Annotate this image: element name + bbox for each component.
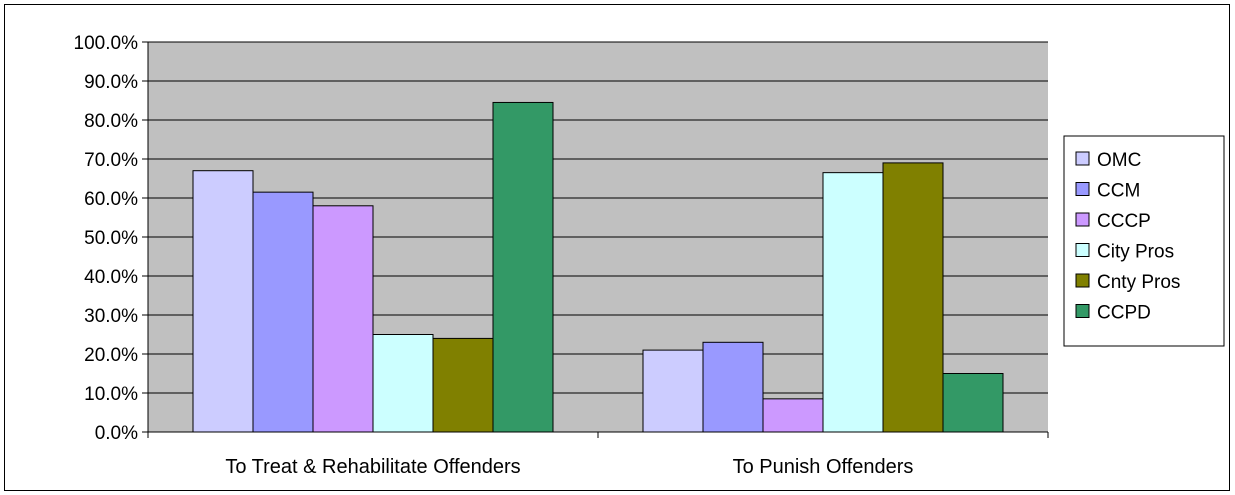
y-tick-label: 90.0% xyxy=(84,72,138,93)
bar-city-pros xyxy=(372,334,434,433)
legend-swatch xyxy=(1075,243,1090,257)
legend-label: CCCP xyxy=(1097,211,1151,232)
legend-box xyxy=(1063,135,1225,347)
x-category-label: To Treat & Rehabilitate Offenders xyxy=(225,456,520,478)
y-tick-label: 70.0% xyxy=(84,150,138,171)
y-tick-label: 30.0% xyxy=(84,306,138,327)
legend-label: Cnty Pros xyxy=(1097,272,1180,293)
bar-ccm xyxy=(702,341,764,433)
y-tick-label: 80.0% xyxy=(84,111,138,132)
bar-ccpd xyxy=(942,373,1004,433)
bar-cnty-pros xyxy=(432,337,494,433)
legend-swatch xyxy=(1075,304,1090,318)
legend-swatch xyxy=(1075,273,1090,288)
legend-label: CCPD xyxy=(1097,303,1151,324)
axes: 0.0% 10.0% 20.0% 30.0% 40.0% 50.0% 60.0% 70.0% 8… xyxy=(74,33,1049,478)
legend-swatch xyxy=(1075,151,1090,166)
legend-swatch xyxy=(1075,182,1090,196)
legend-label: OMC xyxy=(1097,150,1141,171)
bar-cccp xyxy=(762,398,824,433)
bar-ccpd xyxy=(492,101,554,433)
y-tick-label: 0.0% xyxy=(95,423,138,444)
y-tick-label: 100.0% xyxy=(74,33,139,54)
legend-label: CCM xyxy=(1097,181,1140,202)
bars xyxy=(192,101,1004,433)
y-tick-label: 50.0% xyxy=(84,228,138,249)
bar-omc xyxy=(642,349,704,433)
bar-omc xyxy=(192,170,254,433)
legend: OMC CCM CCCP City Pros Cnty Pros CCPD xyxy=(1063,135,1225,347)
y-tick-label: 20.0% xyxy=(84,345,138,366)
bar-ccm xyxy=(252,191,314,433)
legend-swatch xyxy=(1075,212,1090,227)
bar-city-pros xyxy=(822,172,884,433)
x-category-label: To Punish Offenders xyxy=(733,456,914,478)
bar-cccp xyxy=(312,205,374,433)
y-tick-label: 60.0% xyxy=(84,189,138,210)
legend-label: City Pros xyxy=(1097,242,1174,263)
bar-cnty-pros xyxy=(882,162,944,433)
y-tick-label: 10.0% xyxy=(84,384,138,405)
y-tick-label: 40.0% xyxy=(84,267,138,288)
